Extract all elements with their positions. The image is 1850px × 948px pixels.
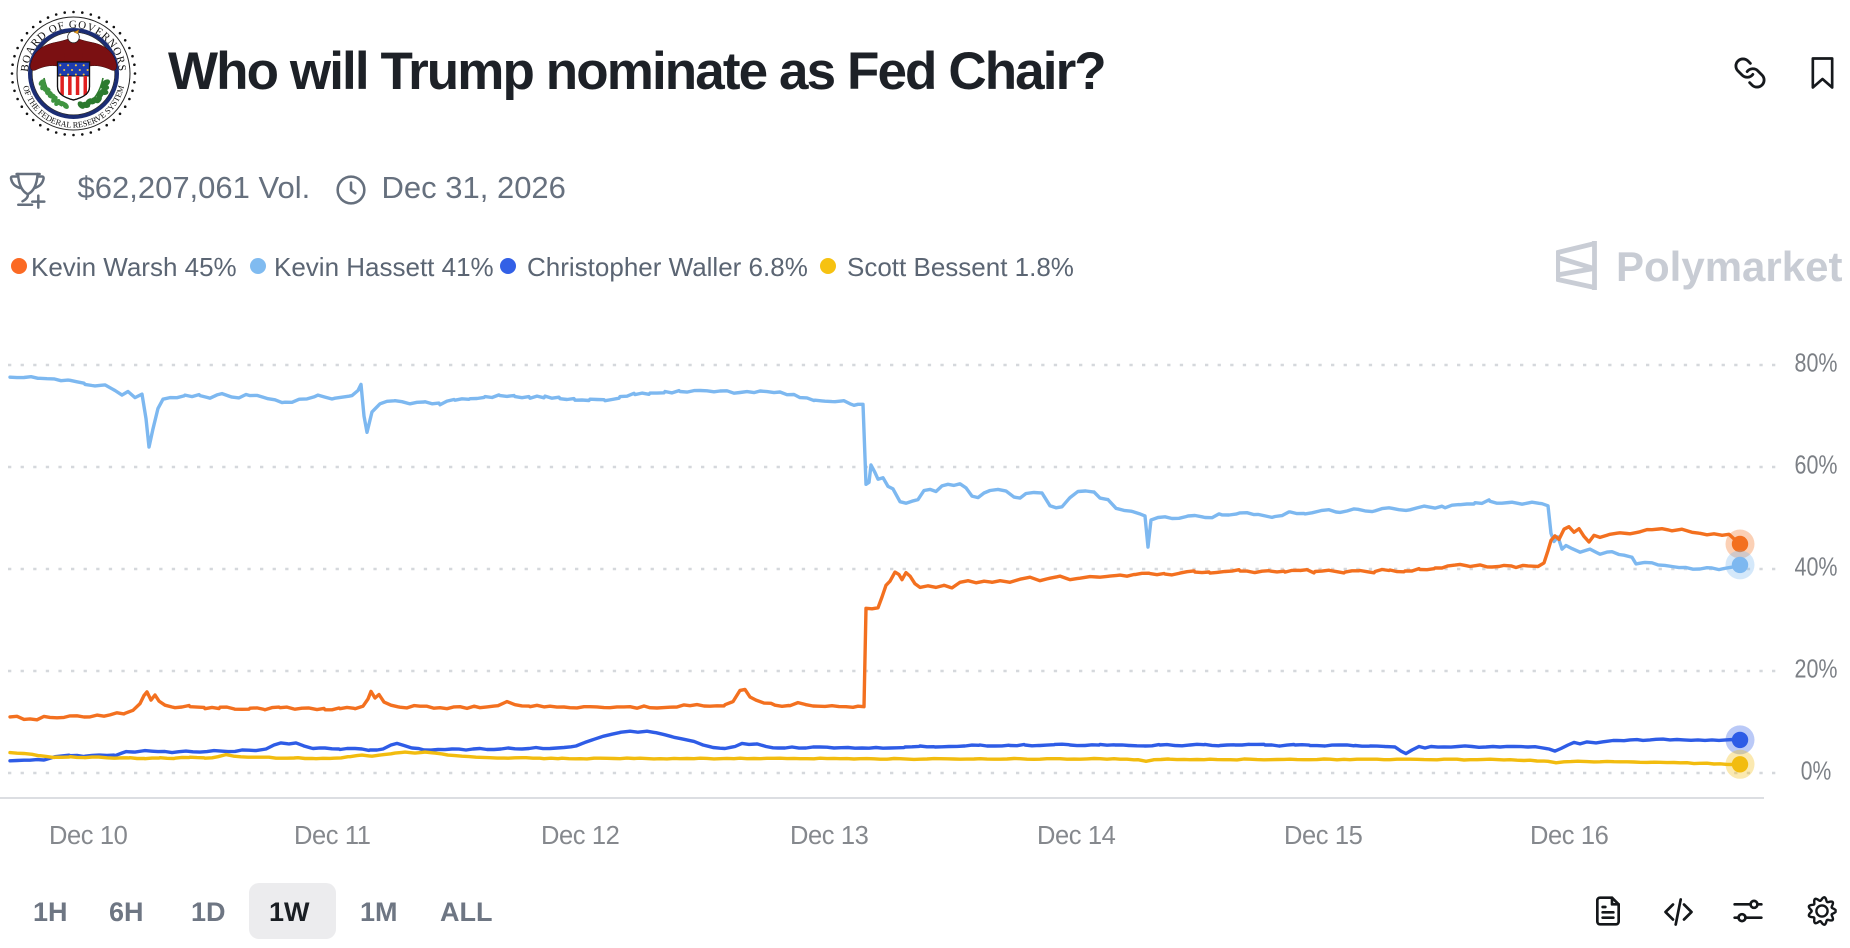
svg-text:20%: 20% bbox=[1795, 654, 1838, 684]
svg-text:40%: 40% bbox=[1795, 552, 1838, 582]
svg-text:80%: 80% bbox=[1795, 348, 1838, 378]
svg-text:0%: 0% bbox=[1801, 756, 1832, 786]
svg-text:60%: 60% bbox=[1795, 450, 1838, 480]
